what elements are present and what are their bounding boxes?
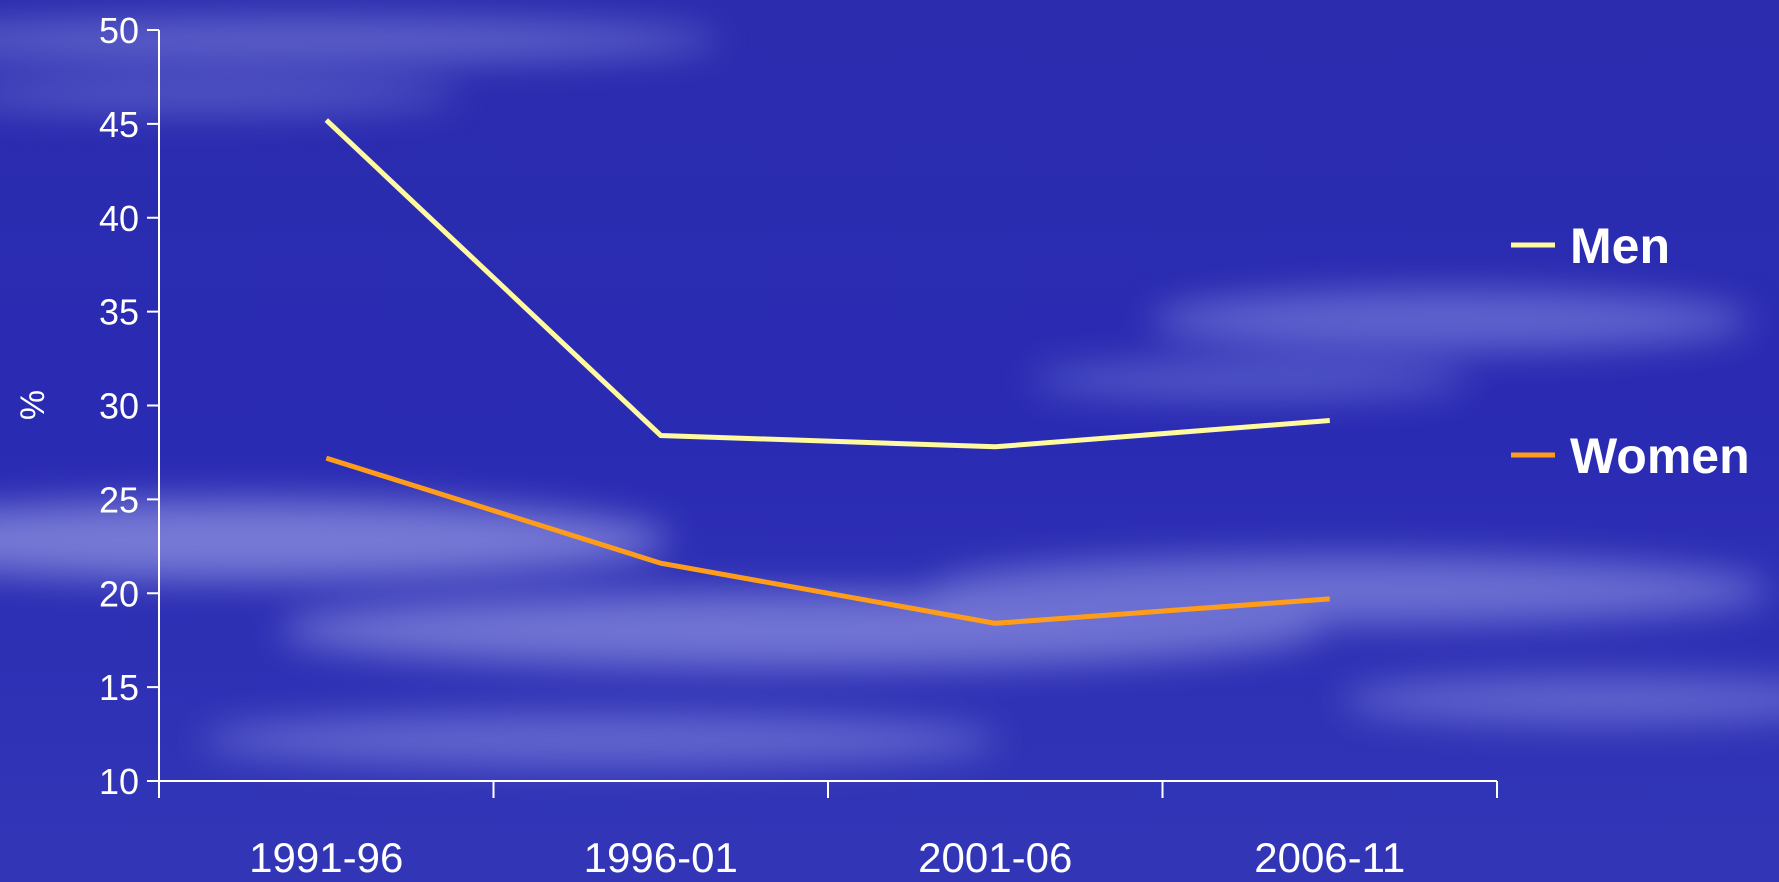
y-tick-label: 50 bbox=[99, 10, 139, 51]
x-tick-label: 1996-01 bbox=[584, 834, 738, 881]
y-axis-label: % bbox=[14, 390, 52, 420]
y-tick-label: 25 bbox=[99, 479, 139, 520]
series-line-women bbox=[325, 455, 1330, 626]
series-line-men bbox=[324, 118, 1330, 450]
x-tick-label: 2006-11 bbox=[1254, 834, 1405, 881]
y-tick-label: 35 bbox=[99, 292, 139, 333]
axes: 10 15 20 25 30 35 40 45 50 1991-96 1996-01 2001-06 2… bbox=[14, 10, 1498, 881]
y-tick-label: 15 bbox=[99, 667, 139, 708]
legend: Men Women bbox=[1511, 218, 1750, 484]
legend-label-women: Women bbox=[1570, 428, 1750, 484]
series-layer bbox=[324, 118, 1330, 626]
y-tick-label: 20 bbox=[99, 573, 139, 614]
legend-label-men: Men bbox=[1570, 218, 1670, 274]
y-tick-label: 40 bbox=[99, 198, 139, 239]
y-tick-label: 45 bbox=[99, 104, 139, 145]
y-tick-label: 10 bbox=[99, 761, 139, 802]
x-tick-label: 2001-06 bbox=[918, 834, 1072, 881]
x-tick-label: 1991-96 bbox=[249, 834, 403, 881]
y-tick-label: 30 bbox=[99, 386, 139, 427]
